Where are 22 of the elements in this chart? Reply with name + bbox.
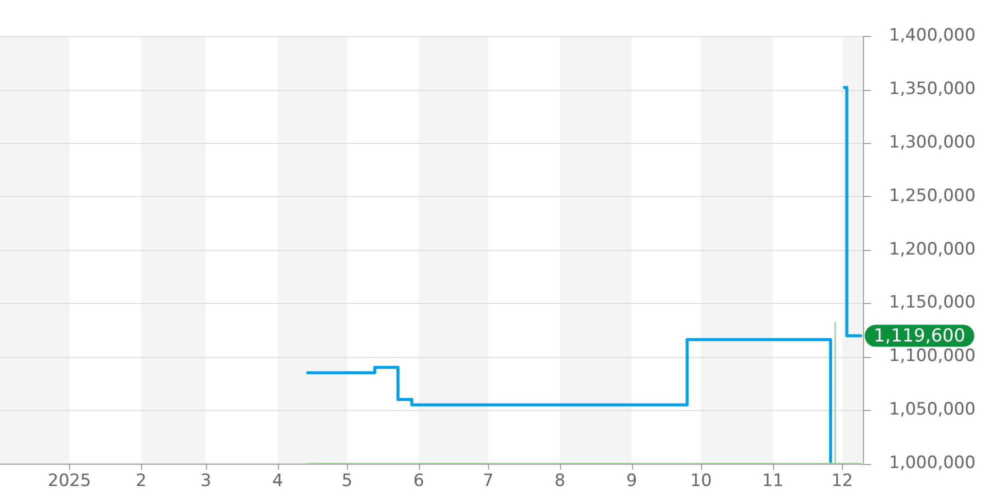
y-tick-label: 1,200,000 bbox=[889, 239, 976, 260]
x-tick-label: 9 bbox=[626, 471, 638, 492]
x-tick-label: 3 bbox=[200, 471, 212, 492]
y-tick-label: 1,300,000 bbox=[889, 132, 976, 152]
y-tick-label: 1,050,000 bbox=[889, 400, 976, 420]
x-tick-label: 10 bbox=[690, 471, 712, 492]
y-tick-label: 1,100,000 bbox=[889, 346, 976, 366]
x-tick-label: 11 bbox=[762, 471, 784, 492]
y-tick-label: 1,150,000 bbox=[889, 292, 976, 313]
y-tick-label: 1,250,000 bbox=[889, 186, 976, 206]
y-tick-label: 1,400,000 bbox=[889, 26, 976, 46]
y-tick-label: 1,350,000 bbox=[889, 79, 976, 100]
annotation: 1,119,600 bbox=[874, 325, 966, 346]
x-tick-label: 6 bbox=[413, 471, 424, 492]
x-tick-label: 8 bbox=[554, 471, 566, 492]
x-tick-label: 7 bbox=[482, 471, 494, 492]
x-tick-label: 2 bbox=[136, 471, 147, 492]
x-tick-label: 4 bbox=[272, 471, 284, 492]
x-tick-label: 5 bbox=[342, 471, 352, 492]
x-tick-label: 12 bbox=[831, 471, 853, 492]
x-tick-label: 2025 bbox=[48, 471, 92, 492]
y-tick-label: 1,000,000 bbox=[889, 453, 976, 474]
